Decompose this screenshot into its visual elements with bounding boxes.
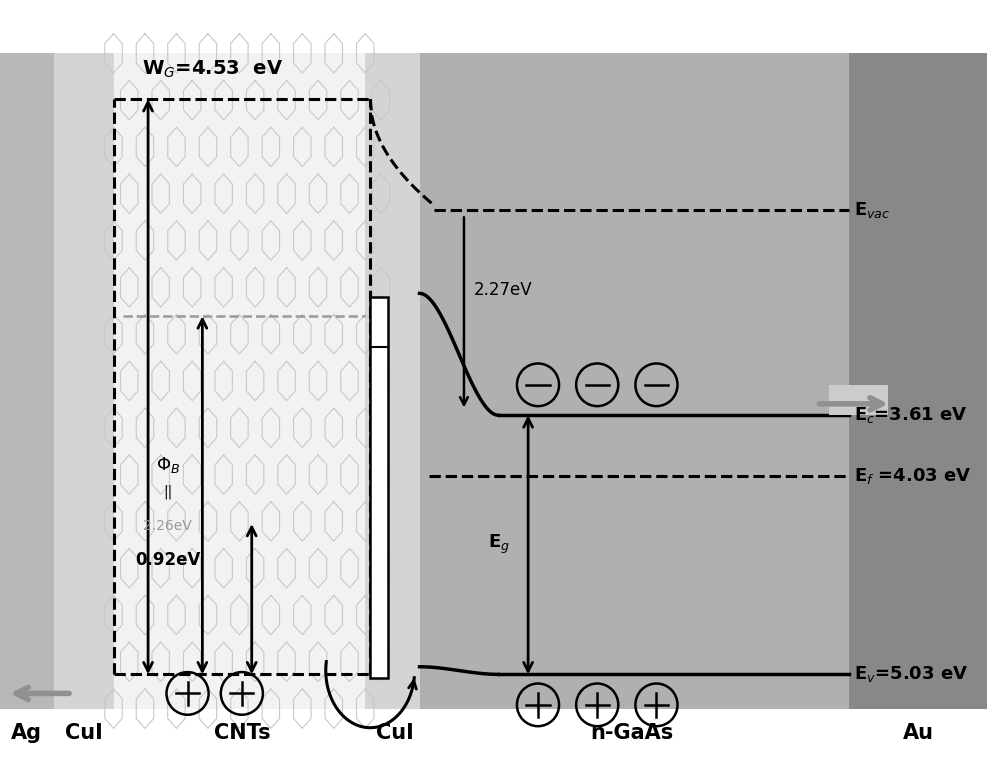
Text: 0.92eV: 0.92eV xyxy=(135,551,201,569)
Text: $\Phi_B$: $\Phi_B$ xyxy=(156,455,180,475)
Bar xyxy=(829,385,888,415)
Text: E$_c$=3.61 eV: E$_c$=3.61 eV xyxy=(854,405,968,425)
Bar xyxy=(54,53,114,709)
Text: E$_g$: E$_g$ xyxy=(488,533,510,556)
Text: 2.26eV: 2.26eV xyxy=(143,519,192,533)
Text: 2.27eV: 2.27eV xyxy=(474,280,532,299)
Text: CNTs: CNTs xyxy=(214,723,270,743)
Text: W$_G$=4.53  eV: W$_G$=4.53 eV xyxy=(142,59,283,80)
Bar xyxy=(365,53,420,709)
Bar xyxy=(114,53,365,709)
Bar xyxy=(0,53,54,709)
Text: CuI: CuI xyxy=(376,723,414,743)
Text: ||: || xyxy=(163,484,172,499)
Text: Au: Au xyxy=(903,723,934,743)
Bar xyxy=(420,53,849,709)
Text: E$_{vac}$: E$_{vac}$ xyxy=(854,200,890,219)
Text: n-GaAs: n-GaAs xyxy=(590,723,673,743)
Text: CuI: CuI xyxy=(65,723,103,743)
Bar xyxy=(849,53,987,709)
Bar xyxy=(370,297,388,678)
Text: E$_f$ =4.03 eV: E$_f$ =4.03 eV xyxy=(854,466,971,486)
Text: Ag: Ag xyxy=(11,723,42,743)
Text: E$_v$=5.03 eV: E$_v$=5.03 eV xyxy=(854,664,968,684)
